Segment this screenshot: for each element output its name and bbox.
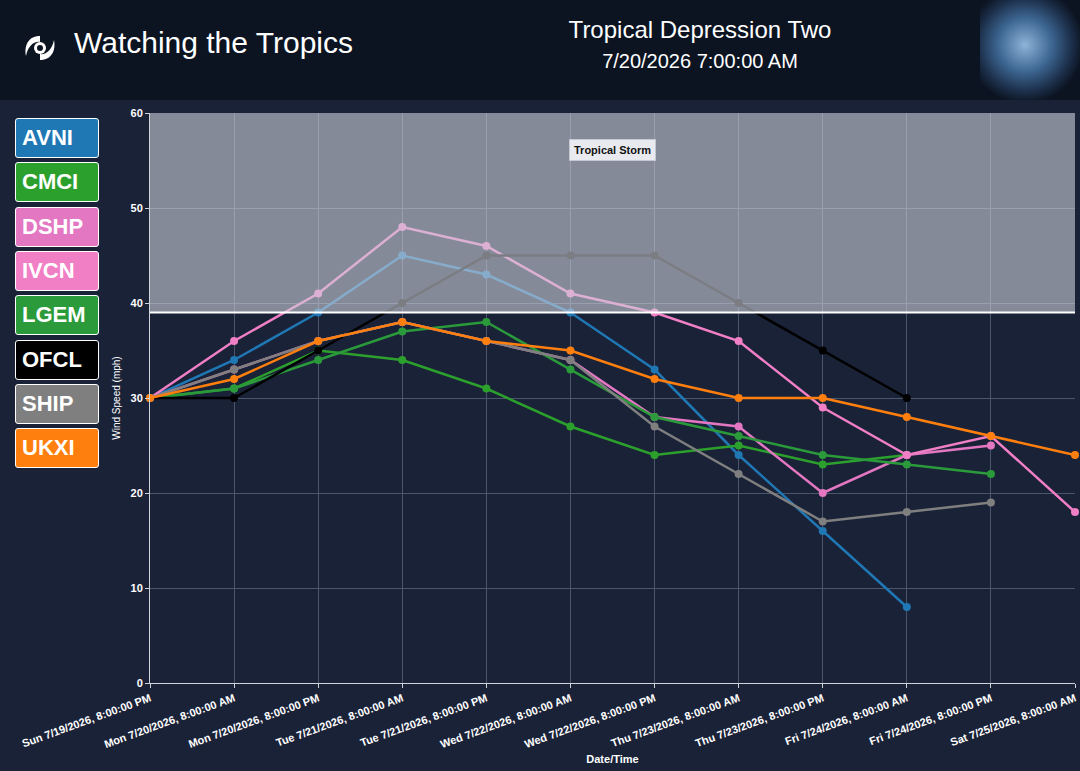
- svg-text:50: 50: [131, 202, 143, 214]
- svg-text:30: 30: [131, 392, 143, 404]
- svg-text:Sat 7/25/2026, 8:00:00 AM: Sat 7/25/2026, 8:00:00 AM: [949, 691, 1078, 748]
- svg-text:Fri 7/24/2026, 8:00:00 PM: Fri 7/24/2026, 8:00:00 PM: [868, 691, 994, 747]
- html-text:UKXI: UKXI: [22, 435, 75, 461]
- svg-text:Tue 7/21/2026, 8:00:00 AM: Tue 7/21/2026, 8:00:00 AM: [274, 691, 405, 748]
- html-text:CMCI: CMCI: [22, 169, 79, 195]
- svg-text:Tue 7/21/2026, 8:00:00 PM: Tue 7/21/2026, 8:00:00 PM: [359, 691, 489, 748]
- html-text:LGEM: LGEM: [22, 302, 86, 328]
- html-text:AVNI: AVNI: [22, 125, 73, 150]
- svg-text:Thu 7/23/2026, 8:00:00 AM: Thu 7/23/2026, 8:00:00 AM: [609, 691, 741, 749]
- html-text:SHIP: SHIP: [22, 390, 74, 416]
- svg-text:60: 60: [131, 107, 143, 119]
- html-text:Tropical Depression Two: Tropical Depression Two: [568, 16, 832, 43]
- html-text:IVCN: IVCN: [22, 257, 75, 283]
- svg-text:Wind Speed (mph): Wind Speed (mph): [111, 356, 122, 439]
- svg-text:Fri 7/24/2026, 8:00:00 AM: Fri 7/24/2026, 8:00:00 AM: [783, 691, 909, 747]
- html-text:7/20/2026 7:00:00 AM: 7/20/2026 7:00:00 AM: [602, 50, 798, 72]
- svg-text:Tropical Storm: Tropical Storm: [574, 144, 651, 156]
- html-text:OFCL: OFCL: [22, 346, 82, 372]
- svg-text:Mon 7/20/2026, 8:00:00 PM: Mon 7/20/2026, 8:00:00 PM: [187, 691, 321, 750]
- html-text:DSHP: DSHP: [22, 213, 84, 239]
- svg-text:Wed 7/22/2026, 8:00:00 AM: Wed 7/22/2026, 8:00:00 AM: [438, 691, 573, 750]
- html-text:Watching the Tropics: Watching the Tropics: [74, 26, 353, 59]
- svg-text:Wed 7/22/2026, 8:00:00 PM: Wed 7/22/2026, 8:00:00 PM: [523, 691, 657, 750]
- svg-text:40: 40: [131, 297, 143, 309]
- svg-text:Date/Time: Date/Time: [586, 753, 638, 765]
- svg-text:20: 20: [131, 487, 143, 499]
- svg-text:Mon 7/20/2026, 8:00:00 AM: Mon 7/20/2026, 8:00:00 AM: [103, 691, 237, 750]
- svg-text:Sun 7/19/2026, 8:00:00 PM: Sun 7/19/2026, 8:00:00 PM: [20, 691, 152, 749]
- svg-text:Thu 7/23/2026, 8:00:00 PM: Thu 7/23/2026, 8:00:00 PM: [694, 691, 826, 749]
- svg-text:0: 0: [137, 677, 143, 689]
- svg-text:10: 10: [131, 582, 143, 594]
